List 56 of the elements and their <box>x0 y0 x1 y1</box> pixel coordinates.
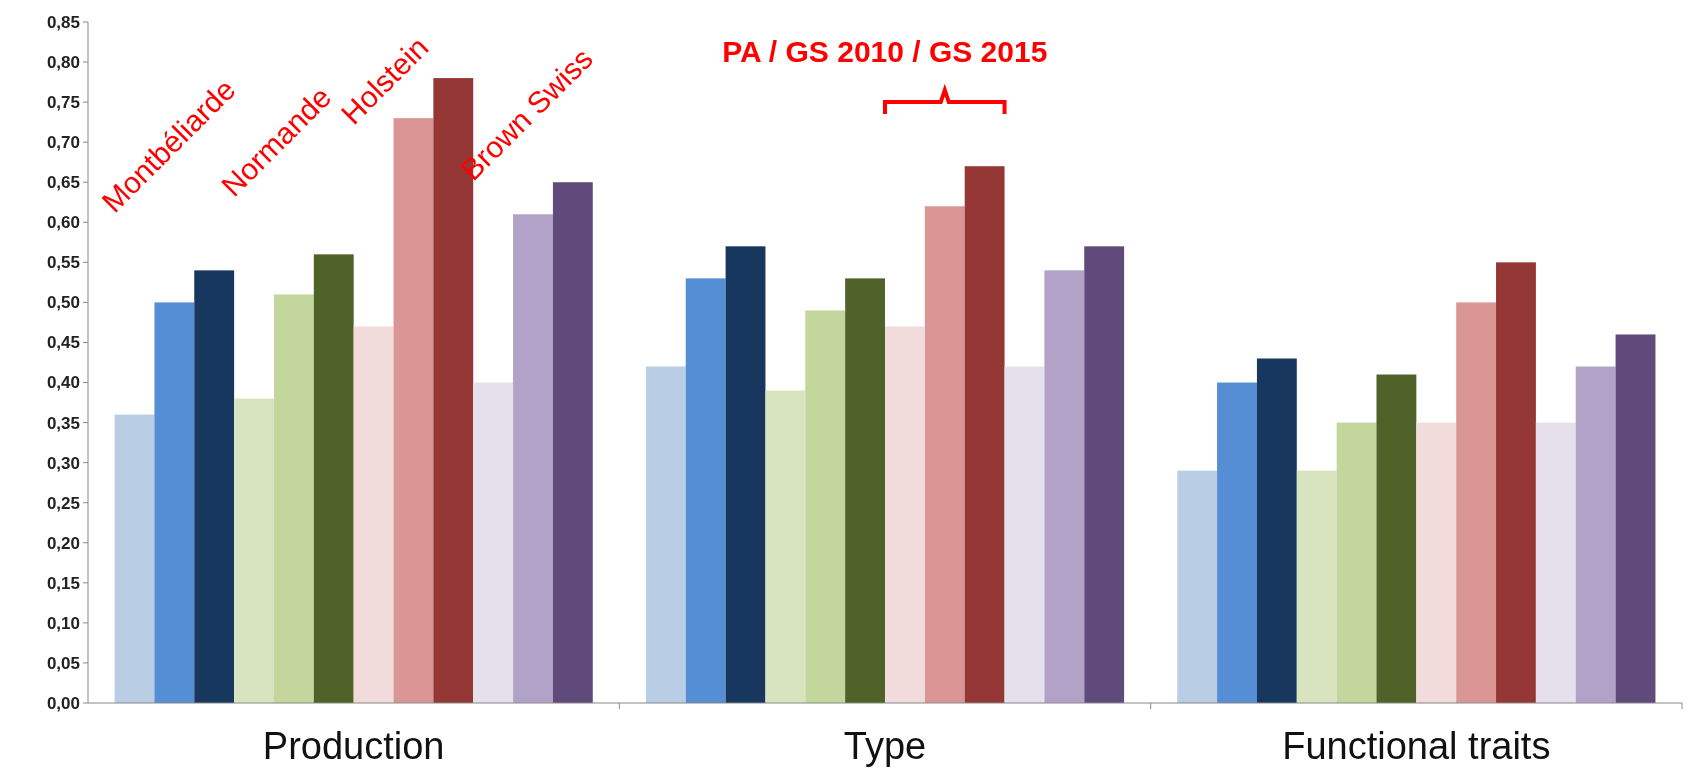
x-tick-label: Functional traits <box>1282 725 1551 767</box>
bar <box>1496 262 1536 703</box>
bar <box>1296 470 1337 703</box>
bar <box>1336 422 1377 703</box>
y-tick-label: 0,85 <box>46 12 80 32</box>
bar <box>1575 366 1616 703</box>
bar <box>645 366 686 703</box>
bar <box>1256 358 1297 703</box>
y-tick-label: 0,45 <box>46 333 80 353</box>
x-tick-label: Production <box>262 725 445 767</box>
bar <box>885 326 925 703</box>
bar <box>513 214 553 703</box>
y-tick-label: 0,10 <box>46 613 80 633</box>
bar <box>313 254 354 703</box>
bar <box>1376 374 1417 703</box>
annotation: PA / GS 2010 / GS 2015 <box>722 35 1048 69</box>
bar <box>1456 302 1497 703</box>
bar <box>1044 270 1085 703</box>
y-tick-label: 0,65 <box>46 173 80 193</box>
bar <box>353 326 394 703</box>
x-tick-label: Type <box>843 725 927 767</box>
y-tick-label: 0,40 <box>46 373 80 393</box>
bar <box>765 390 806 703</box>
y-tick-label: 0,20 <box>46 533 80 553</box>
bar <box>964 166 1005 703</box>
bar <box>1177 470 1218 703</box>
y-tick-label: 0,70 <box>46 133 80 153</box>
bar <box>473 382 514 703</box>
bar <box>1084 246 1125 703</box>
y-tick-label: 0,30 <box>46 453 80 473</box>
y-tick-label: 0,05 <box>46 653 80 673</box>
bar <box>194 270 235 703</box>
y-tick-label: 0,60 <box>46 213 80 233</box>
y-tick-label: 0,50 <box>46 293 80 313</box>
bar <box>685 278 726 703</box>
y-tick-label: 0,75 <box>46 93 80 113</box>
y-tick-label: 0,15 <box>46 573 80 593</box>
y-tick-label: 0,80 <box>46 53 80 73</box>
bar <box>1416 422 1457 703</box>
bar <box>725 246 766 703</box>
bar <box>154 302 195 703</box>
bar <box>1004 366 1045 703</box>
bar <box>1615 334 1656 703</box>
bar <box>924 206 965 703</box>
bar <box>114 414 155 703</box>
bar <box>1535 422 1576 703</box>
bar <box>273 294 314 703</box>
bar <box>805 310 846 703</box>
bar <box>1217 382 1257 703</box>
y-tick-label: 0,35 <box>46 413 80 433</box>
bar <box>234 398 274 703</box>
bar <box>845 278 885 703</box>
y-tick-label: 0,00 <box>46 693 80 713</box>
y-tick-label: 0,55 <box>46 253 80 273</box>
y-tick-label: 0,25 <box>46 493 80 513</box>
bar <box>552 182 593 703</box>
